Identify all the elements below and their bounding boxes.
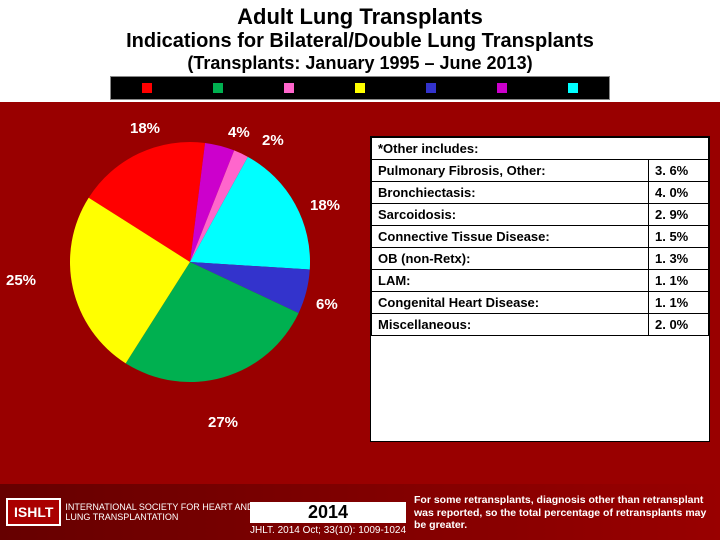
table-label: Miscellaneous: xyxy=(372,314,649,336)
pie-label: 18% xyxy=(130,120,160,137)
logo: ISHLT INTERNATIONAL SOCIETY FOR HEART AN… xyxy=(6,498,265,526)
table-value: 1. 1% xyxy=(649,270,709,292)
table-row: Congenital Heart Disease:1. 1% xyxy=(372,292,709,314)
table-label: Bronchiectasis: xyxy=(372,182,649,204)
pie-label: 4% xyxy=(228,124,250,141)
content-area: 18% 4% 2% 18% 6% 27% 25% *Other includes: Pulm… xyxy=(0,102,720,442)
year: 2014 xyxy=(250,502,406,523)
table-value: 1. 5% xyxy=(649,226,709,248)
table-label: Sarcoidosis: xyxy=(372,204,649,226)
table-row: OB (non-Retx):1. 3% xyxy=(372,248,709,270)
main-title: Adult Lung Transplants xyxy=(0,4,720,30)
legend-marker xyxy=(497,83,507,93)
table-value: 2. 9% xyxy=(649,204,709,226)
table-value: 1. 1% xyxy=(649,292,709,314)
pie-chart: 18% 4% 2% 18% 6% 27% 25% xyxy=(0,102,380,442)
logo-text: INTERNATIONAL SOCIETY FOR HEART AND LUNG… xyxy=(65,502,265,522)
pie-label: 25% xyxy=(6,272,36,289)
paren-title: (Transplants: January 1995 – June 2013) xyxy=(0,53,720,74)
table-row: Miscellaneous:2. 0% xyxy=(372,314,709,336)
year-block: 2014 JHLT. 2014 Oct; 33(10): 1009-1024 xyxy=(250,502,406,536)
table-label: OB (non-Retx): xyxy=(372,248,649,270)
table-value: 2. 0% xyxy=(649,314,709,336)
legend-marker xyxy=(426,83,436,93)
table-label: LAM: xyxy=(372,270,649,292)
table-row: Sarcoidosis:2. 9% xyxy=(372,204,709,226)
table-label: Congenital Heart Disease: xyxy=(372,292,649,314)
table-value: 3. 6% xyxy=(649,160,709,182)
pie-label: 6% xyxy=(316,296,338,313)
table-row: Connective Tissue Disease:1. 5% xyxy=(372,226,709,248)
pie-label: 18% xyxy=(310,197,340,214)
legend-marker xyxy=(284,83,294,93)
sub-title: Indications for Bilateral/Double Lung Tr… xyxy=(0,30,720,53)
citation: JHLT. 2014 Oct; 33(10): 1009-1024 xyxy=(250,525,406,536)
detail-table: *Other includes: Pulmonary Fibrosis, Oth… xyxy=(370,136,710,442)
legend-strip xyxy=(110,76,610,100)
legend-marker xyxy=(355,83,365,93)
footnote: For some retransplants, diagnosis other … xyxy=(414,494,714,532)
table-row: LAM:1. 1% xyxy=(372,270,709,292)
table-head: *Other includes: xyxy=(372,138,709,160)
footer: ISHLT INTERNATIONAL SOCIETY FOR HEART AN… xyxy=(0,484,720,540)
table-value: 1. 3% xyxy=(649,248,709,270)
pie-svg xyxy=(60,132,320,392)
table-label: Pulmonary Fibrosis, Other: xyxy=(372,160,649,182)
table-value: 4. 0% xyxy=(649,182,709,204)
table-label: Connective Tissue Disease: xyxy=(372,226,649,248)
logo-badge: ISHLT xyxy=(6,498,61,526)
pie-label: 2% xyxy=(262,132,284,149)
legend-marker xyxy=(213,83,223,93)
pie-label: 27% xyxy=(208,414,238,431)
table-row: Pulmonary Fibrosis, Other:3. 6% xyxy=(372,160,709,182)
legend-marker xyxy=(142,83,152,93)
table-row: Bronchiectasis:4. 0% xyxy=(372,182,709,204)
title-block: Adult Lung Transplants Indications for B… xyxy=(0,0,720,102)
legend-marker xyxy=(568,83,578,93)
